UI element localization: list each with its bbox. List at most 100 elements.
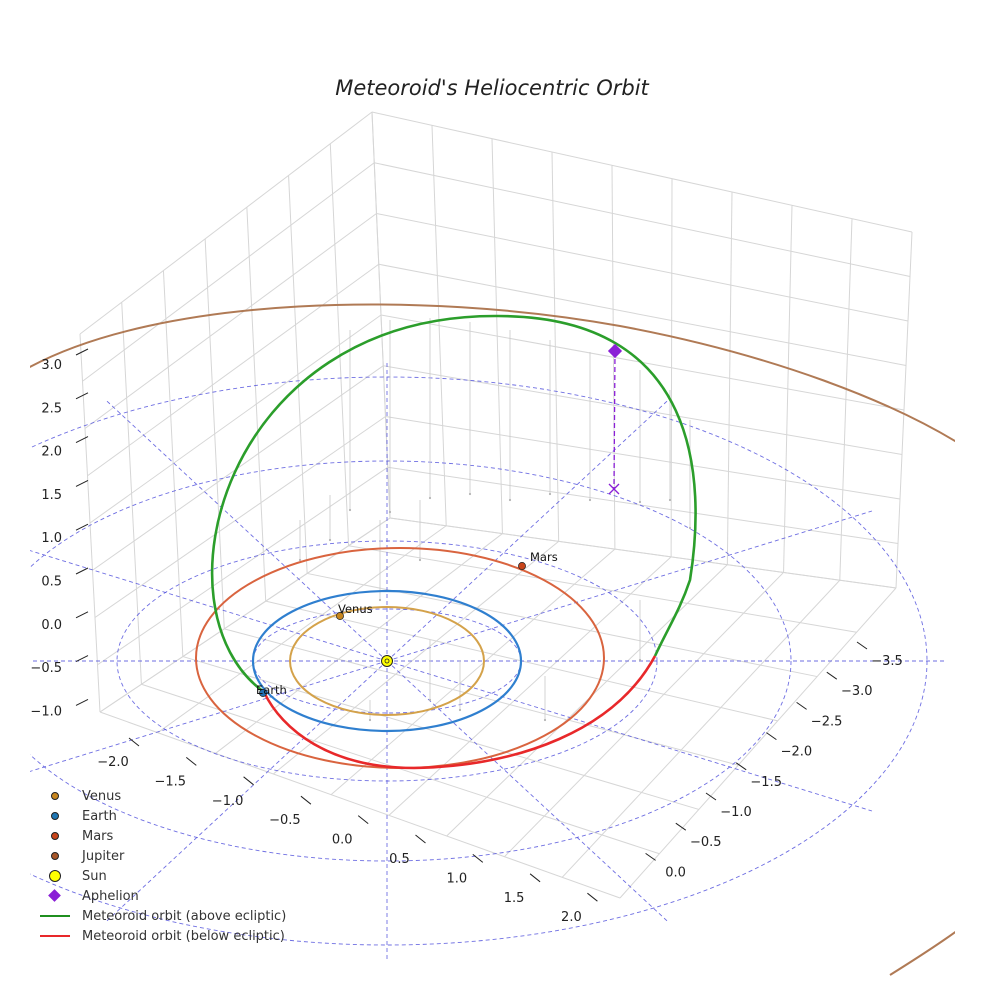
y-tick-label: −1.0 <box>720 805 752 820</box>
x-tick-label: 2.0 <box>561 910 582 925</box>
reference-spoke <box>386 400 668 662</box>
drop-lines <box>298 318 692 722</box>
z-tick-mark <box>75 436 89 444</box>
y-tick-label: −3.0 <box>841 684 873 699</box>
grid-line <box>376 213 909 322</box>
x-tick-label: 0.0 <box>332 833 353 848</box>
sun-marker-core <box>384 658 390 664</box>
orbit-paths <box>30 303 955 976</box>
reference-spoke <box>386 660 873 812</box>
legend-label: Aphelion <box>82 888 139 904</box>
z-tick-label: 0.0 <box>41 618 62 633</box>
reference-spoke <box>30 660 388 772</box>
grid-line <box>374 162 911 277</box>
drop-line-foot <box>468 492 472 496</box>
markers: Venus Earth Mars <box>256 343 623 697</box>
z-tick-mark <box>75 523 89 531</box>
x-tick-mark <box>243 776 254 786</box>
legend-item: Mars <box>40 826 286 846</box>
drop-line-foot <box>328 538 332 542</box>
drop-line-foot <box>638 500 642 504</box>
x-tick-mark <box>300 795 312 805</box>
x-tick-mark <box>185 757 197 766</box>
y-tick-mark <box>645 852 656 861</box>
z-tick-label: 0.5 <box>41 575 62 590</box>
grid-line <box>348 545 857 633</box>
drop-line-foot <box>298 558 302 562</box>
z-tick-mark <box>75 698 89 706</box>
jupiter-orbit-lower <box>889 931 955 976</box>
x-tick-label: 1.0 <box>446 871 467 886</box>
x-tick-label: 1.5 <box>504 891 525 906</box>
legend-swatch <box>40 786 70 806</box>
earth-label: Earth <box>256 683 287 697</box>
grid-line <box>273 540 559 775</box>
y-tick-label: −3.5 <box>871 654 903 669</box>
x-tick-mark <box>472 854 484 863</box>
x-tick-label: −1.0 <box>212 794 244 809</box>
legend-swatch <box>40 926 70 946</box>
y-tick-mark <box>705 792 717 801</box>
z-tick-label: 1.5 <box>41 488 62 503</box>
legend-item: Venus <box>40 786 286 806</box>
grid-line <box>371 111 913 233</box>
legend-item: Meteoroid orbit (below ecliptic) <box>40 926 286 946</box>
grid-line <box>87 263 380 477</box>
legend-item: Earth <box>40 806 286 826</box>
grid-line <box>215 533 503 754</box>
earth-orbit <box>251 589 523 733</box>
legend: Venus Earth Mars Jupiter Sun Aphelion Meteoroi… <box>40 786 286 946</box>
x-tick-mark <box>529 873 541 883</box>
legend-label: Mars <box>82 828 114 844</box>
legend-label: Venus <box>82 788 122 804</box>
grid-line <box>224 628 739 766</box>
grid-line <box>99 517 391 713</box>
grid-line <box>378 263 907 366</box>
y-tick-mark <box>675 822 687 831</box>
reference-spoke <box>386 660 668 922</box>
chart-title: Meteoroid's Heliocentric Orbit <box>335 76 649 100</box>
grid-line <box>97 466 389 666</box>
y-tick-mark <box>826 671 838 680</box>
y-tick-label: −2.0 <box>781 745 813 760</box>
grid-line <box>141 683 660 855</box>
mars-marker <box>518 562 526 570</box>
grid-line <box>82 162 375 382</box>
grid-line <box>99 711 621 899</box>
legend-label: Meteoroid orbit (below ecliptic) <box>82 928 285 944</box>
z-tick-label: 1.0 <box>41 531 62 546</box>
grid-line <box>446 564 728 837</box>
drop-line-foot <box>548 492 552 496</box>
y-tick-mark <box>796 701 807 710</box>
drop-line-foot <box>588 498 592 502</box>
y-tick-mark <box>735 762 747 771</box>
drop-line-foot <box>638 658 642 662</box>
grid-line <box>330 548 616 796</box>
grid-line <box>157 525 447 734</box>
legend-label: Meteoroid orbit (above ecliptic) <box>82 908 287 924</box>
grid-line <box>84 213 377 429</box>
meteoroid-orbit-below <box>262 655 657 770</box>
jupiter-orbit-upper <box>30 303 955 443</box>
legend-label: Earth <box>82 808 117 824</box>
legend-swatch <box>40 866 70 886</box>
meteoroid-orbit-above <box>210 314 697 694</box>
drop-line-foot <box>418 558 422 562</box>
y-tick-label: 0.0 <box>665 865 686 880</box>
drop-line-foot <box>368 718 372 722</box>
legend-swatch <box>40 846 70 866</box>
legend-item: Jupiter <box>40 846 286 866</box>
z-tick-mark <box>75 655 89 663</box>
aphelion-projection-mark <box>608 483 620 495</box>
venus-marker <box>336 612 344 620</box>
grid-pane <box>79 111 913 899</box>
grid-line <box>389 517 897 589</box>
grid-line <box>383 365 903 455</box>
legend-swatch <box>40 906 70 926</box>
venus-orbit <box>289 606 485 716</box>
x-tick-mark <box>587 892 598 902</box>
x-tick-label: 0.5 <box>389 852 410 867</box>
legend-item: Sun <box>40 866 286 886</box>
grid-line <box>387 466 899 544</box>
x-tick-label: −0.5 <box>269 813 301 828</box>
